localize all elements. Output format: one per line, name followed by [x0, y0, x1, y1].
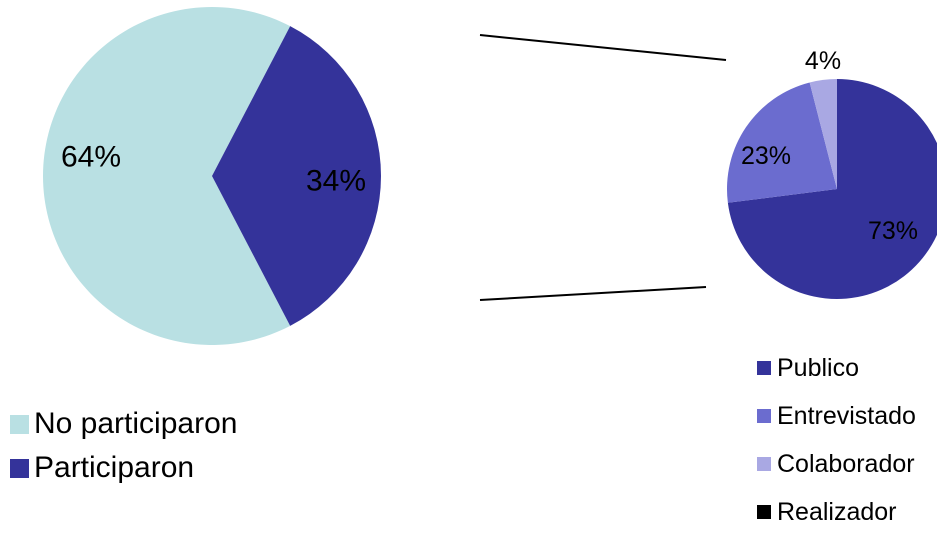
legend-item-participaron: Participaron [10, 446, 237, 490]
legend-label: Publico [777, 353, 859, 382]
main-pie-legend: No participaron Participaron [10, 402, 237, 490]
legend-label: Entrevistado [777, 401, 916, 430]
secondary-pie-legend: Publico Entrevistado Colaborador Realiza… [757, 344, 916, 536]
legend-swatch [757, 457, 771, 471]
legend-swatch [757, 409, 771, 423]
legend-label: Colaborador [777, 449, 915, 478]
data-label-colaborador: 4% [805, 47, 841, 75]
data-label-no-participaron: 64% [61, 141, 121, 174]
main-pie: 64% 34% [43, 7, 381, 345]
legend-item-publico: Publico [757, 344, 916, 392]
legend-label: Realizador [777, 497, 897, 526]
data-label-entrevistado: 23% [741, 142, 791, 170]
legend-label: Participaron [34, 451, 195, 484]
legend-item-entrevistado: Entrevistado [757, 392, 916, 440]
legend-item-no-participaron: No participaron [10, 402, 237, 446]
connector-line-bottom [479, 286, 707, 301]
legend-item-realizador: Realizador [757, 488, 916, 536]
data-label-participaron: 34% [306, 165, 366, 198]
legend-swatch [757, 505, 771, 519]
legend-swatch [757, 361, 771, 375]
pie-slice-entrevistado [727, 82, 837, 203]
pie-slice-publico [727, 79, 937, 299]
secondary-pie: 73% 23% 4% [727, 47, 937, 299]
pie-slice-colaborador [809, 79, 837, 189]
data-label-publico: 73% [868, 217, 918, 245]
pie-slice-participaron [212, 26, 381, 326]
connector-line-top [479, 34, 727, 61]
legend-item-colaborador: Colaborador [757, 440, 916, 488]
legend-swatch [10, 414, 29, 434]
legend-label: No participaron [34, 407, 238, 440]
pie-slice-no-participaron [43, 7, 291, 345]
legend-swatch [10, 458, 29, 478]
